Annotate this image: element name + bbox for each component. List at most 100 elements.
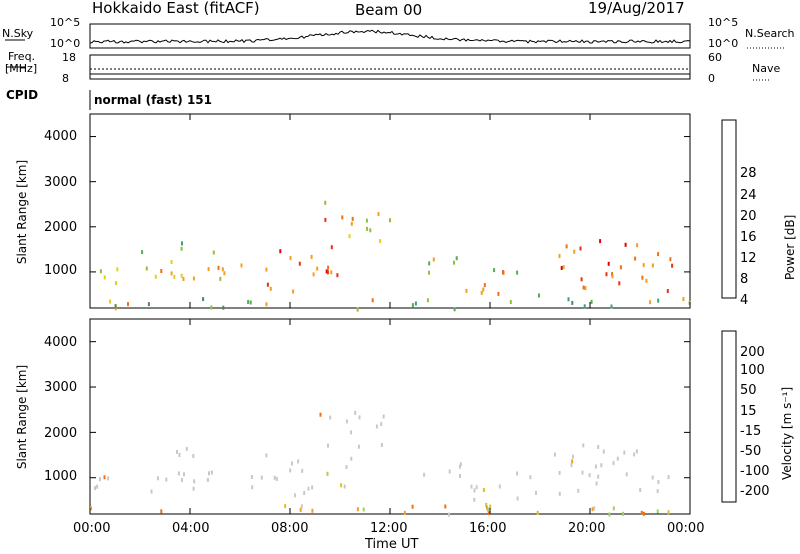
- velocity-panel-cell: [411, 504, 414, 509]
- power-panel-cell: [610, 304, 613, 309]
- date-title: 19/Aug/2017: [588, 0, 685, 17]
- power-panel-cell: [426, 298, 429, 303]
- power-panel-cell: [453, 260, 455, 265]
- power-panel-cell: [636, 243, 639, 248]
- velocity-panel-cell: [275, 477, 278, 481]
- power-panel-cell: [279, 249, 282, 254]
- power-cbar-tick-4: 4: [740, 293, 749, 308]
- station-title: Hokkaido East (fitACF): [92, 0, 260, 17]
- power-panel-cell: [116, 267, 119, 272]
- velocity-panel-cell: [616, 456, 619, 461]
- velocity-panel-cell: [588, 473, 591, 478]
- velocity-panel-cell: [473, 497, 476, 502]
- power-panel-cell: [649, 300, 652, 305]
- velocity-panel-cell: [178, 453, 181, 457]
- velocity-panel-cell: [482, 488, 485, 492]
- nsky-tick-top: 10^5: [50, 16, 81, 29]
- power-panel-cell: [336, 273, 339, 278]
- power-panel-cell: [682, 297, 685, 302]
- power-panel-cell: [377, 212, 380, 217]
- power-cbar-tick-20: 20: [740, 209, 757, 224]
- velocity-panel-cell: [656, 509, 659, 514]
- power-panel-cell: [619, 265, 622, 270]
- power-panel-cell: [127, 302, 129, 307]
- velocity-panel-cell: [293, 493, 296, 498]
- velocity-panel-cell: [470, 484, 473, 489]
- power-panel-cell: [502, 270, 505, 275]
- power-panel-cell: [567, 297, 570, 302]
- velocity-panel-cell: [459, 462, 462, 467]
- power-panel-cell: [641, 275, 644, 280]
- power-panel-cell: [371, 298, 374, 303]
- power-panel-cell: [327, 265, 330, 270]
- power-panel-cell: [292, 289, 295, 294]
- power-panel-cell: [180, 246, 183, 251]
- freq-unit-label: [MHz]: [5, 62, 38, 75]
- power-panel-cell: [247, 300, 250, 304]
- velocity-panel-cell: [612, 461, 615, 466]
- power-panel-cell: [324, 217, 327, 222]
- velocity-panel-cell: [354, 410, 357, 415]
- power-panel-frame: [89, 113, 691, 309]
- velocity-panel-cell: [581, 470, 584, 475]
- power-panel-cell: [560, 266, 563, 270]
- velocity-panel-cell: [301, 468, 304, 473]
- power-panel-cell: [611, 274, 614, 279]
- velocity-panel-cell: [570, 463, 573, 468]
- velocity-panel-cell: [185, 446, 188, 451]
- power-panel-cell: [580, 277, 583, 282]
- power-panel-cell: [325, 269, 328, 274]
- velocity-panel-cell: [265, 453, 268, 458]
- velocity-panel-cell: [597, 474, 600, 479]
- velocity-ytick-4000: 4000: [44, 335, 78, 350]
- velocity-panel-cell: [103, 475, 106, 480]
- power-panel-cell: [483, 283, 486, 288]
- velocity-panel-cell: [536, 510, 539, 515]
- velocity-panel-cell: [623, 450, 626, 455]
- power-panel-cell: [558, 254, 561, 259]
- power-ytick-2000: 2000: [44, 220, 78, 235]
- power-panel-cell: [181, 241, 183, 246]
- velocity-panel-cell: [594, 464, 597, 469]
- power-panel-cell: [428, 270, 430, 275]
- velocity-panel-cell: [612, 506, 615, 511]
- xtick-1600: 16:00: [469, 521, 507, 536]
- velocity-panel-cell: [311, 508, 314, 513]
- velocity-panel-cell: [633, 452, 636, 457]
- velocity-panel-cell: [343, 484, 346, 489]
- power-panel-cell: [265, 267, 268, 272]
- power-panel-cell: [618, 281, 621, 286]
- velocity-panel-cell: [99, 477, 101, 482]
- power-panel-cell: [497, 291, 500, 296]
- power-panel-cell: [582, 285, 585, 290]
- velocity-panel-cell: [380, 422, 383, 426]
- power-panel-cell: [671, 263, 674, 268]
- nsky-tick-bottom: 10^0: [50, 37, 81, 50]
- power-panel-cell: [182, 277, 185, 281]
- velocity-panel-cell: [529, 475, 532, 480]
- power-panel-cell: [160, 269, 163, 273]
- power-panel-cell: [583, 304, 586, 309]
- power-panel-cell: [222, 305, 225, 310]
- xtick-1200: 12:00: [370, 521, 408, 536]
- power-panel-cell: [219, 276, 222, 281]
- velocity-panel-cell: [250, 475, 253, 479]
- velocity-panel-frame: [89, 318, 691, 515]
- power-panel-cell: [432, 257, 435, 262]
- power-colorbar-frame: [721, 119, 737, 299]
- velocity-panel-cell: [350, 456, 353, 461]
- power-panel-cell: [115, 281, 117, 286]
- power-panel-cell: [348, 234, 351, 239]
- beam-title: Beam 00: [355, 1, 423, 19]
- power-cbar-tick-24: 24: [740, 188, 757, 203]
- power-panel-cell: [453, 307, 456, 312]
- velocity-panel-cell: [300, 504, 303, 509]
- power-panel-cell: [634, 256, 637, 261]
- nsearch-label: N.Search: [745, 27, 795, 40]
- velocity-panel-cell: [593, 506, 596, 511]
- power-panel-cell: [642, 263, 645, 268]
- power-panel-cell: [154, 274, 157, 279]
- power-panel-cell: [212, 250, 215, 255]
- right-tick-bottom: 10^0: [708, 37, 739, 50]
